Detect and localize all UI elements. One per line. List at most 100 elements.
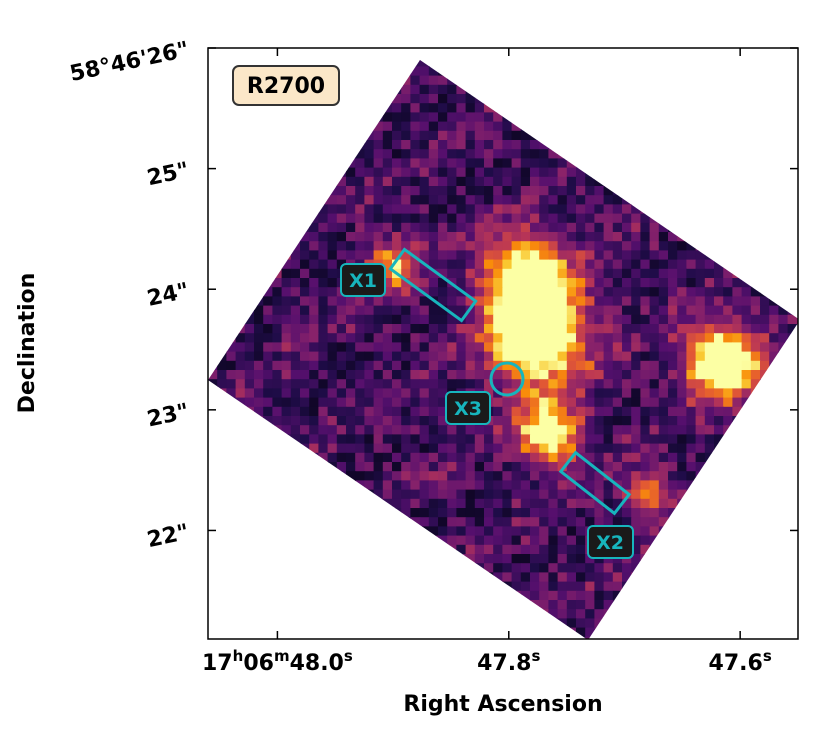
heatmap-pixel bbox=[594, 443, 605, 454]
heatmap-pixel bbox=[300, 250, 310, 261]
heatmap-pixel bbox=[392, 406, 402, 417]
heatmap-pixel bbox=[612, 489, 623, 500]
heatmap-pixel bbox=[658, 397, 669, 408]
heatmap-pixel bbox=[456, 360, 467, 371]
heatmap-pixel bbox=[502, 370, 513, 380]
heatmap-pixel bbox=[704, 351, 715, 362]
heatmap-pixel bbox=[419, 204, 430, 215]
heatmap-pixel bbox=[419, 305, 430, 316]
heatmap-pixel bbox=[640, 535, 651, 546]
heatmap-pixel bbox=[520, 397, 531, 408]
heatmap-pixel bbox=[244, 342, 255, 353]
heatmap-pixel bbox=[465, 342, 476, 353]
heatmap-pixel bbox=[502, 554, 513, 564]
heatmap-pixel bbox=[484, 314, 494, 325]
heatmap-pixel bbox=[695, 416, 706, 426]
heatmap-pixel bbox=[410, 397, 421, 408]
heatmap-pixel bbox=[493, 544, 503, 555]
heatmap-pixel bbox=[704, 434, 715, 445]
heatmap-pixel bbox=[502, 489, 513, 500]
heatmap-pixel bbox=[566, 250, 577, 261]
heatmap-pixel bbox=[336, 406, 347, 417]
heatmap-pixel bbox=[677, 388, 687, 399]
heatmap-pixel bbox=[511, 140, 522, 150]
heatmap-pixel bbox=[410, 434, 421, 445]
heatmap-pixel bbox=[373, 186, 384, 196]
heatmap-pixel bbox=[603, 443, 614, 454]
heatmap-pixel bbox=[364, 360, 375, 371]
heatmap-pixel bbox=[373, 370, 384, 380]
heatmap-pixel bbox=[585, 176, 595, 187]
heatmap-pixel bbox=[576, 186, 586, 196]
heatmap-pixel bbox=[769, 324, 779, 334]
heatmap-pixel bbox=[318, 324, 329, 334]
heatmap-pixel bbox=[428, 452, 439, 463]
region-label-x3-text: X3 bbox=[454, 398, 482, 420]
heatmap-pixel bbox=[465, 379, 476, 389]
heatmap-pixel bbox=[622, 452, 632, 463]
heatmap-pixel bbox=[631, 462, 641, 472]
heatmap-pixel bbox=[355, 195, 365, 205]
heatmap-pixel bbox=[346, 232, 356, 242]
heatmap-pixel bbox=[668, 250, 678, 261]
heatmap-pixel bbox=[520, 508, 531, 518]
heatmap-pixel bbox=[484, 232, 494, 242]
heatmap-pixel bbox=[502, 140, 513, 150]
heatmap-pixel bbox=[502, 324, 513, 334]
heatmap-pixel bbox=[649, 287, 660, 297]
heatmap-pixel bbox=[658, 314, 669, 325]
heatmap-pixel bbox=[622, 517, 632, 527]
heatmap-pixel bbox=[594, 581, 605, 592]
heatmap-pixel bbox=[493, 296, 503, 307]
heatmap-pixel bbox=[603, 416, 614, 426]
heatmap-pixel bbox=[612, 425, 623, 435]
heatmap-pixel bbox=[557, 600, 568, 610]
heatmap-pixel bbox=[401, 305, 411, 316]
heatmap-pixel bbox=[254, 333, 264, 343]
heatmap-pixel bbox=[530, 287, 540, 297]
heatmap-pixel bbox=[484, 462, 494, 472]
heatmap-pixel bbox=[327, 213, 338, 224]
heatmap-pixel bbox=[566, 406, 577, 417]
heatmap-pixel bbox=[539, 563, 549, 573]
heatmap-pixel bbox=[309, 416, 319, 426]
heatmap-pixel bbox=[327, 388, 338, 399]
heatmap-pixel bbox=[272, 305, 283, 316]
heatmap-pixel bbox=[686, 434, 697, 445]
heatmap-pixel bbox=[658, 370, 669, 380]
heatmap-pixel bbox=[612, 452, 623, 463]
heatmap-pixel bbox=[364, 397, 375, 408]
heatmap-pixel bbox=[566, 581, 577, 592]
heatmap-pixel bbox=[300, 232, 310, 242]
heatmap-pixel bbox=[511, 379, 522, 389]
heatmap-pixel bbox=[419, 360, 430, 371]
heatmap-pixel bbox=[327, 250, 338, 261]
heatmap-pixel bbox=[336, 351, 347, 362]
heatmap-pixel bbox=[272, 333, 283, 343]
heatmap-pixel bbox=[585, 314, 595, 325]
heatmap-pixel bbox=[622, 232, 632, 242]
heatmap-pixel bbox=[465, 434, 476, 445]
heatmap-pixel bbox=[484, 379, 494, 389]
heatmap-pixel bbox=[364, 232, 375, 242]
heatmap-pixel bbox=[300, 370, 310, 380]
heatmap-pixel bbox=[244, 397, 255, 408]
heatmap-pixel bbox=[272, 351, 283, 362]
heatmap-pixel bbox=[355, 324, 365, 334]
heatmap-pixel bbox=[603, 406, 614, 417]
heatmap-pixel bbox=[760, 342, 770, 353]
heatmap-pixel bbox=[649, 406, 660, 417]
heatmap-pixel bbox=[428, 388, 439, 399]
heatmap-pixel bbox=[750, 379, 761, 389]
heatmap-pixel bbox=[410, 121, 421, 132]
heatmap-pixel bbox=[465, 241, 476, 251]
heatmap-pixel bbox=[557, 526, 568, 537]
heatmap-pixel bbox=[585, 554, 595, 564]
heatmap-pixel bbox=[704, 268, 715, 279]
heatmap-pixel bbox=[576, 462, 586, 472]
heatmap-pixel bbox=[566, 333, 577, 343]
heatmap-pixel bbox=[603, 498, 614, 509]
heatmap-pixel bbox=[401, 314, 411, 325]
heatmap-pixel bbox=[622, 471, 632, 481]
heatmap-pixel bbox=[318, 388, 329, 399]
